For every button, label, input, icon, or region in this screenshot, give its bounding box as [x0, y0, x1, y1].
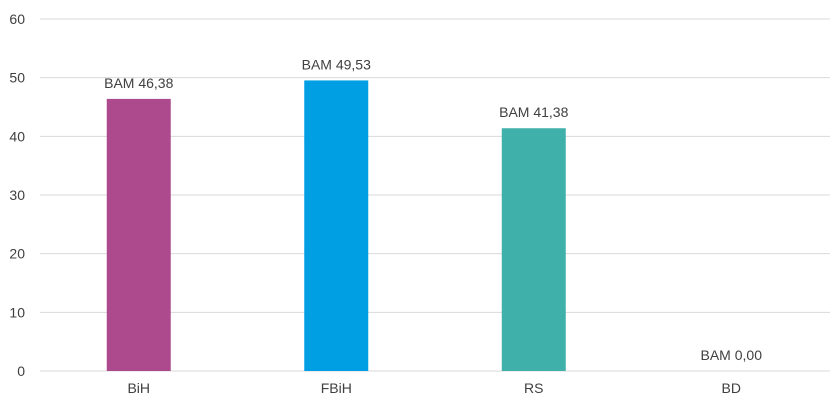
y-tick-label: 10: [9, 304, 25, 320]
x-tick-label: BiH: [127, 380, 150, 396]
y-tick-label: 0: [17, 363, 25, 379]
x-tick-label: RS: [524, 380, 543, 396]
y-tick-label: 30: [9, 187, 25, 203]
data-label: BAM 41,38: [499, 104, 568, 120]
x-tick-label: BD: [722, 380, 741, 396]
y-tick-label: 40: [9, 128, 25, 144]
y-tick-label: 50: [9, 70, 25, 86]
bar-rs: [501, 128, 566, 371]
bar-bih: [106, 98, 171, 372]
bar-fbih: [304, 80, 369, 371]
y-tick-label: 60: [9, 11, 25, 27]
data-label: BAM 46,38: [104, 75, 173, 91]
y-tick-label: 20: [9, 246, 25, 262]
x-tick-label: FBiH: [321, 380, 352, 396]
data-label: BAM 49,53: [302, 56, 371, 72]
data-label: BAM 0,00: [701, 347, 763, 363]
